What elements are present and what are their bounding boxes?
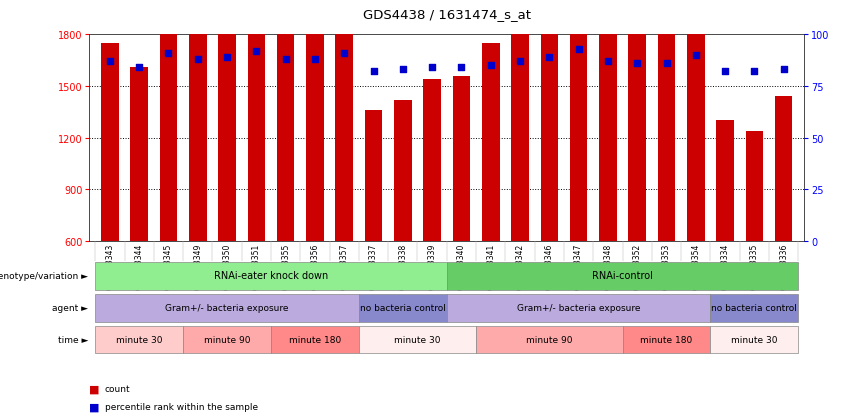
Text: ■: ■ bbox=[89, 402, 103, 412]
Text: minute 30: minute 30 bbox=[731, 335, 778, 344]
FancyBboxPatch shape bbox=[476, 326, 623, 354]
FancyBboxPatch shape bbox=[359, 294, 447, 322]
FancyBboxPatch shape bbox=[447, 263, 798, 290]
FancyBboxPatch shape bbox=[447, 294, 711, 322]
Point bbox=[103, 59, 117, 65]
Bar bbox=[540, 2, 558, 242]
Bar bbox=[628, 13, 646, 242]
Bar bbox=[130, 68, 148, 242]
Text: Gram+/- bacteria exposure: Gram+/- bacteria exposure bbox=[517, 303, 640, 312]
Bar bbox=[365, 111, 382, 242]
Text: RNAi-eater knock down: RNAi-eater knock down bbox=[214, 271, 328, 281]
Point bbox=[279, 57, 293, 63]
Bar bbox=[218, 0, 236, 242]
Bar bbox=[189, 11, 207, 242]
Point bbox=[396, 67, 409, 74]
Bar bbox=[570, 0, 587, 242]
Point bbox=[191, 57, 204, 63]
Text: Gram+/- bacteria exposure: Gram+/- bacteria exposure bbox=[165, 303, 288, 312]
Point bbox=[338, 50, 351, 57]
Bar bbox=[658, 11, 676, 242]
Text: no bacteria control: no bacteria control bbox=[360, 303, 446, 312]
Text: percentile rank within the sample: percentile rank within the sample bbox=[105, 402, 258, 411]
FancyBboxPatch shape bbox=[95, 326, 183, 354]
Point bbox=[513, 59, 527, 65]
Text: RNAi-control: RNAi-control bbox=[592, 271, 653, 281]
Text: minute 30: minute 30 bbox=[116, 335, 163, 344]
Point bbox=[572, 46, 585, 53]
Bar bbox=[394, 100, 412, 242]
FancyBboxPatch shape bbox=[95, 294, 359, 322]
Text: minute 180: minute 180 bbox=[640, 335, 693, 344]
Point bbox=[601, 59, 614, 65]
Bar bbox=[160, 0, 177, 242]
Bar bbox=[687, 0, 705, 242]
Point bbox=[162, 50, 175, 57]
Text: minute 90: minute 90 bbox=[526, 335, 573, 344]
Bar bbox=[599, 0, 617, 242]
Point bbox=[308, 57, 322, 63]
Point bbox=[426, 65, 439, 71]
Bar bbox=[248, 0, 266, 242]
Point bbox=[747, 69, 761, 76]
Text: GDS4438 / 1631474_s_at: GDS4438 / 1631474_s_at bbox=[363, 8, 531, 21]
Text: minute 180: minute 180 bbox=[288, 335, 341, 344]
Text: agent ►: agent ► bbox=[52, 304, 88, 313]
Text: ■: ■ bbox=[89, 383, 103, 393]
Bar bbox=[717, 121, 734, 242]
FancyBboxPatch shape bbox=[711, 326, 798, 354]
FancyBboxPatch shape bbox=[183, 326, 271, 354]
FancyBboxPatch shape bbox=[623, 326, 711, 354]
Bar bbox=[511, 33, 528, 242]
Point bbox=[777, 67, 791, 74]
Bar bbox=[453, 76, 471, 242]
Bar bbox=[745, 131, 763, 242]
Text: genotype/variation ►: genotype/variation ► bbox=[0, 272, 88, 281]
Text: no bacteria control: no bacteria control bbox=[711, 303, 797, 312]
Point bbox=[133, 65, 146, 71]
Point bbox=[660, 61, 673, 67]
Bar bbox=[482, 44, 500, 242]
FancyBboxPatch shape bbox=[711, 294, 798, 322]
FancyBboxPatch shape bbox=[359, 326, 476, 354]
Point bbox=[542, 55, 556, 61]
Point bbox=[718, 69, 732, 76]
Point bbox=[689, 52, 703, 59]
Point bbox=[454, 65, 468, 71]
Bar bbox=[277, 26, 294, 242]
Text: time ►: time ► bbox=[58, 335, 88, 344]
Bar bbox=[306, 11, 323, 242]
Bar bbox=[335, 0, 353, 242]
Bar bbox=[423, 80, 441, 242]
Text: minute 30: minute 30 bbox=[394, 335, 441, 344]
Bar bbox=[101, 44, 118, 242]
Text: count: count bbox=[105, 384, 130, 393]
FancyBboxPatch shape bbox=[95, 263, 447, 290]
Point bbox=[220, 55, 234, 61]
Point bbox=[631, 61, 644, 67]
Point bbox=[367, 69, 380, 76]
Point bbox=[249, 48, 263, 55]
Bar bbox=[775, 97, 792, 242]
Text: minute 90: minute 90 bbox=[203, 335, 250, 344]
FancyBboxPatch shape bbox=[271, 326, 359, 354]
Point bbox=[484, 63, 498, 69]
